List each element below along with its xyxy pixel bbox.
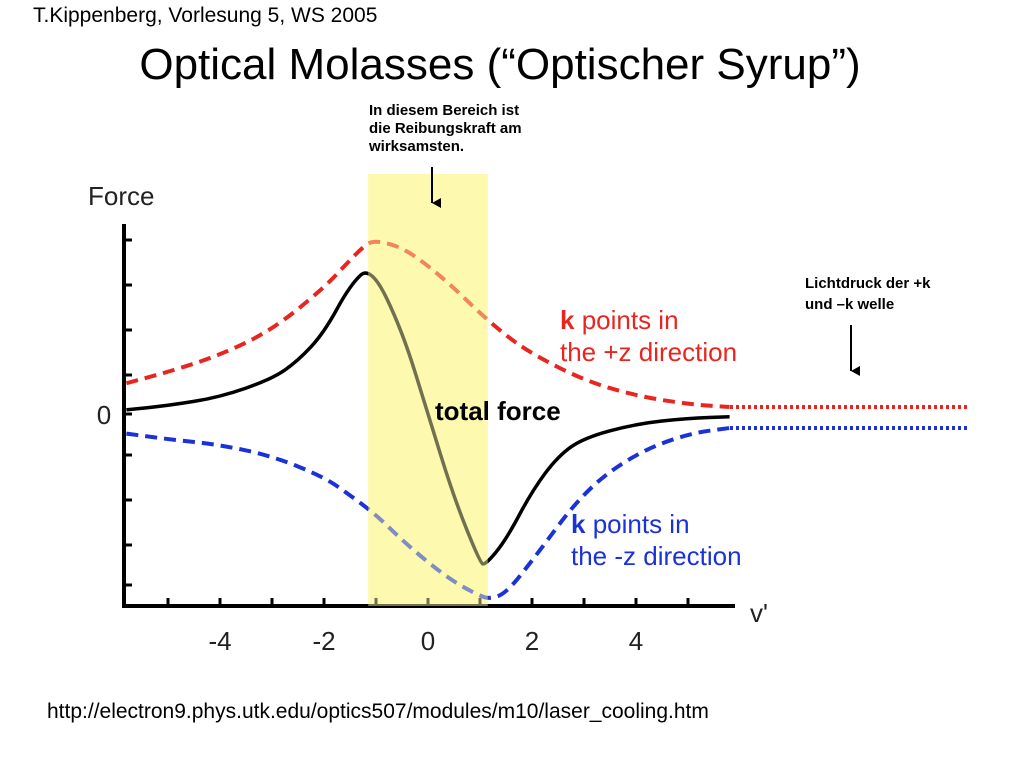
x-tick-label: 0 xyxy=(421,626,435,656)
x-tick-label: -4 xyxy=(208,626,231,656)
x-tick-label: -2 xyxy=(312,626,335,656)
friction-annotation-line-3: wirksamsten. xyxy=(369,138,465,155)
radiation-pressure-annotation: Lichtdruck der +k und –k welle xyxy=(805,273,930,315)
total-force-label: total force xyxy=(435,396,561,426)
series-line-k-points-in-the-z-direction xyxy=(126,426,730,600)
x-axis-title: v' xyxy=(750,598,768,628)
friction-annotation: In diesem Bereich ist die Reibungskraft … xyxy=(369,102,522,156)
source-url: http://electron9.phys.utk.edu/optics507/… xyxy=(47,700,709,723)
y-axis-title: Force xyxy=(88,181,154,211)
series-line-k-points-in-the-z-direction xyxy=(125,239,730,409)
slide-title: Optical Molasses (“Optischer Syrup”) xyxy=(139,40,861,89)
y-tick-label: 0 xyxy=(97,400,111,430)
x-tick-label: 4 xyxy=(629,626,643,656)
series-label: k points in xyxy=(560,305,679,335)
series-label-line-2: the +z direction xyxy=(560,337,737,367)
lecture-header: T.Kippenberg, Vorlesung 5, WS 2005 xyxy=(33,4,378,27)
x-tick-label: 2 xyxy=(525,626,539,656)
friction-annotation-line-1: In diesem Bereich ist xyxy=(369,102,520,119)
series-line-total-force xyxy=(126,271,730,566)
highlight-overlay xyxy=(368,174,488,606)
radiation-pressure-annotation-line-1: Lichtdruck der +k xyxy=(805,275,931,292)
series-label-line-2: the -z direction xyxy=(571,541,742,571)
friction-annotation-line-2: die Reibungskraft am xyxy=(369,120,522,137)
series-label: k points in xyxy=(571,509,690,539)
radiation-pressure-annotation-line-2: und –k welle xyxy=(805,296,895,313)
